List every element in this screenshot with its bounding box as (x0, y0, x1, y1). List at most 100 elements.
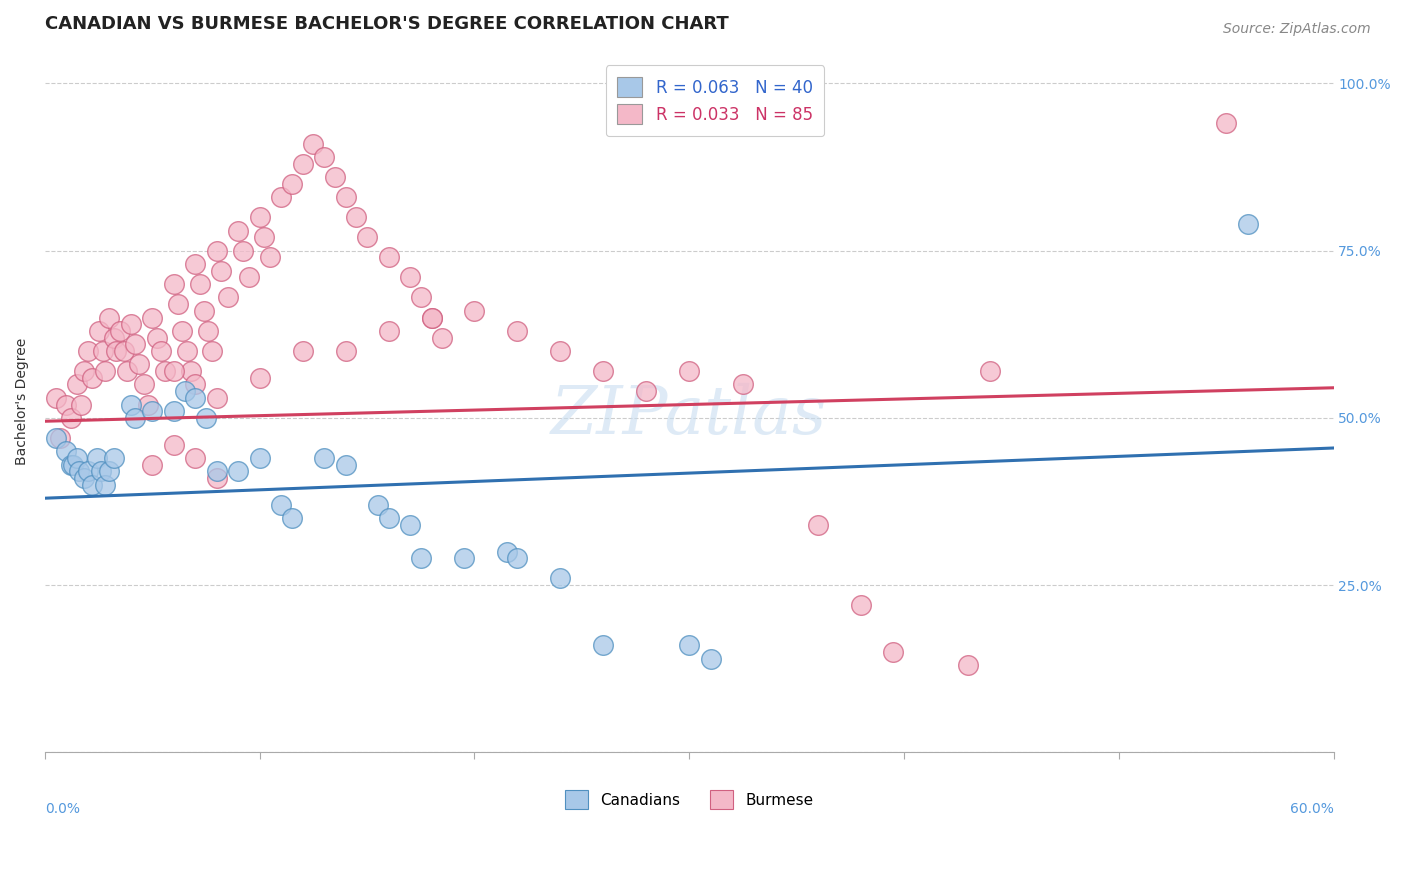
Point (184, 450, 207, 465)
Point (104, 343, 127, 358)
Point (163, 437, 186, 451)
Point (592, 364, 614, 378)
Point (979, 364, 1001, 378)
Point (291, 343, 314, 358)
Point (259, 250, 281, 264)
Point (409, 290, 432, 304)
Point (98, 465, 121, 479)
Point (399, 270, 422, 285)
Point (115, 364, 138, 378)
Point (195, 410, 218, 425)
Point (120, 397, 142, 411)
Point (506, 551, 529, 566)
Point (420, 310, 443, 325)
Point (678, 364, 700, 378)
Point (77, 465, 100, 479)
Point (91, 343, 114, 358)
Point (163, 277, 186, 291)
Point (193, 303, 215, 318)
Point (136, 397, 159, 411)
Point (141, 404, 163, 418)
Point (506, 324, 529, 338)
Point (94, 478, 117, 492)
Point (882, 645, 904, 659)
Point (377, 250, 399, 264)
Y-axis label: Bachelor's Degree: Bachelor's Degree (15, 337, 30, 465)
Point (188, 277, 211, 291)
Point (453, 551, 475, 566)
Point (103, 330, 125, 344)
Point (155, 364, 177, 378)
Point (249, 210, 271, 224)
Point (124, 410, 146, 425)
Point (253, 230, 276, 244)
Point (86, 450, 108, 465)
Point (62, 458, 84, 472)
Point (314, 150, 336, 164)
Point (66, 377, 89, 392)
Point (82, 370, 104, 384)
Point (201, 343, 224, 358)
Point (1215, 116, 1237, 130)
Point (344, 210, 367, 224)
Point (66, 450, 89, 465)
Point (163, 404, 186, 418)
Point (678, 639, 700, 653)
Text: 60.0%: 60.0% (1289, 802, 1333, 815)
Point (70, 397, 93, 411)
Point (550, 343, 572, 358)
Point (314, 450, 336, 465)
Point (98, 310, 121, 325)
Point (184, 257, 207, 271)
Point (636, 384, 658, 398)
Point (67, 465, 90, 479)
Point (323, 169, 346, 184)
Point (149, 343, 172, 358)
Point (550, 572, 572, 586)
Point (128, 357, 150, 371)
Point (205, 391, 228, 405)
Point (226, 223, 249, 237)
Point (849, 599, 872, 613)
Point (132, 377, 155, 392)
Point (377, 511, 399, 525)
Point (176, 343, 198, 358)
Point (167, 297, 190, 311)
Point (281, 177, 304, 191)
Point (59, 458, 82, 472)
Point (87, 324, 110, 338)
Point (377, 324, 399, 338)
Point (232, 244, 254, 258)
Point (114, 343, 136, 358)
Point (197, 324, 219, 338)
Point (108, 324, 131, 338)
Point (205, 471, 228, 485)
Point (302, 136, 325, 151)
Point (238, 270, 260, 285)
Point (90, 465, 112, 479)
Point (281, 511, 304, 525)
Point (124, 337, 146, 351)
Point (45, 431, 67, 445)
Point (77, 343, 100, 358)
Point (55, 444, 77, 458)
Point (82, 478, 104, 492)
Point (335, 458, 357, 472)
Point (59, 410, 82, 425)
Point (205, 244, 228, 258)
Point (94, 364, 117, 378)
Point (291, 156, 314, 170)
Point (249, 450, 271, 465)
Point (356, 230, 378, 244)
Point (120, 317, 142, 331)
Point (180, 364, 202, 378)
Point (335, 190, 357, 204)
Point (463, 303, 485, 318)
Point (141, 458, 163, 472)
Point (103, 450, 125, 465)
Point (731, 377, 754, 392)
Point (226, 465, 249, 479)
Point (172, 324, 194, 338)
Point (209, 263, 232, 277)
Point (249, 370, 271, 384)
